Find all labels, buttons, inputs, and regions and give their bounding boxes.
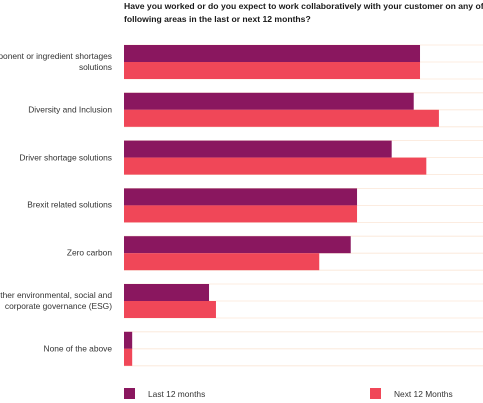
bar [124,331,133,349]
bar [124,62,421,79]
category-label: Diversity and Inclusion [28,104,112,115]
bar [124,157,427,175]
bar [124,188,358,206]
legend-swatch [124,388,135,399]
category-label: None of the above [43,343,112,354]
category-label: Zero carbon [66,247,112,258]
bar [124,205,358,223]
category-label: Other environmental, social and corporat… [0,290,112,311]
bar [124,45,421,62]
bar [124,253,320,271]
category-label: Brexit related solutions [27,199,112,210]
category-label: Driver shortage solutions [19,152,112,163]
bar [124,236,351,254]
legend-label: Last 12 months [148,389,206,399]
bar [124,284,210,301]
legend-swatch [370,388,381,399]
bar [124,140,392,158]
bar [124,301,216,318]
bar [124,92,414,110]
legend-label: Next 12 Months [394,389,453,399]
category-label: Component or ingredient shortages soluti… [0,51,112,72]
bar [124,348,133,366]
bar [124,109,439,127]
chart-title: Have you worked or do you expect to work… [124,1,483,24]
